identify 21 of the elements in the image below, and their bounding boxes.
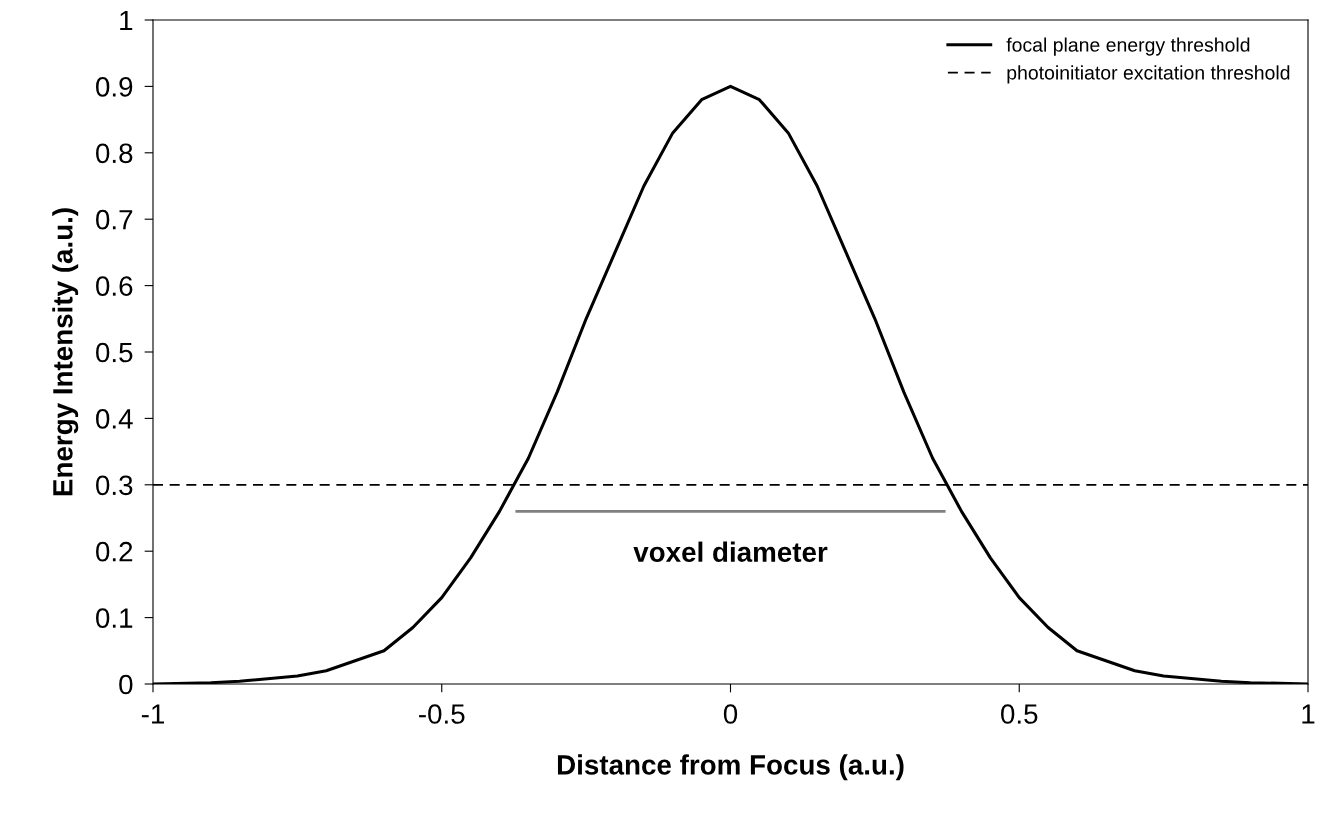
y-tick-label: 0.8 bbox=[96, 143, 133, 164]
y-tick-label: 0.5 bbox=[96, 342, 133, 363]
y-tick-label: 0.3 bbox=[96, 475, 133, 496]
y-tick-label: 0.9 bbox=[96, 77, 133, 97]
y-tick-label: 0.2 bbox=[96, 541, 133, 562]
legend-label: focal plane energy threshold bbox=[1006, 37, 1250, 56]
y-axis-title: Energy Intensity (a.u.) bbox=[52, 208, 79, 496]
annotation: voxel diameter bbox=[633, 541, 828, 562]
y-tick-label: 0.6 bbox=[96, 276, 133, 296]
y-tick-label: 0 bbox=[119, 674, 133, 695]
y-tick-label: 0.1 bbox=[96, 608, 133, 628]
x-tick-label: 0.5 bbox=[1001, 704, 1038, 724]
x-tick-label: 1 bbox=[1302, 704, 1315, 724]
x-tick-label: -0.5 bbox=[419, 704, 465, 724]
x-tick-label: -1 bbox=[141, 704, 164, 724]
legend-label: photoinitiator excitation threshold bbox=[1007, 65, 1290, 84]
x-axis-title: Distance from Focus (a.u.) bbox=[557, 754, 904, 781]
y-tick-label: 1 bbox=[120, 10, 133, 31]
x-tick-label: 0 bbox=[723, 704, 738, 724]
y-tick-label: 0.7 bbox=[96, 209, 133, 230]
y-tick-label: 0.4 bbox=[96, 409, 133, 429]
